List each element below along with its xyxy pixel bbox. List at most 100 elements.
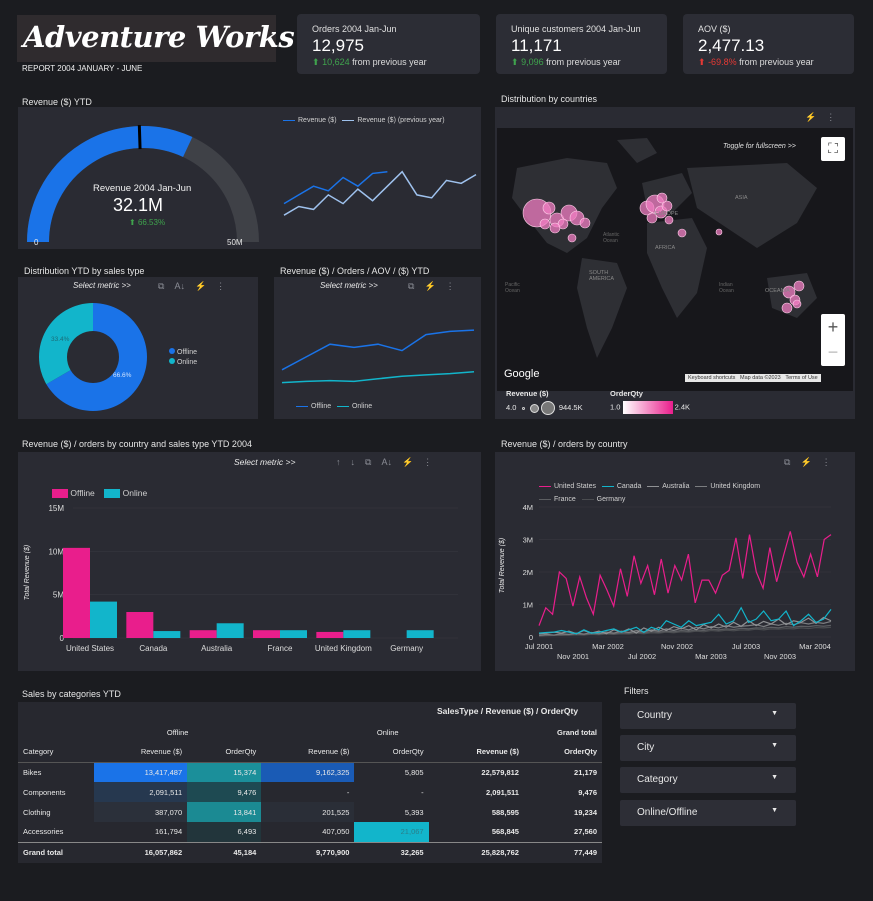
more-icon[interactable]: ⋮ [423, 457, 433, 467]
bar-online[interactable] [343, 630, 371, 638]
gauge-chart [27, 125, 259, 243]
more-icon[interactable]: ⋮ [826, 112, 836, 122]
bar-offline[interactable] [126, 612, 154, 638]
export-icon[interactable]: ⧉ [365, 457, 372, 467]
donut-slice-online[interactable] [38, 303, 93, 385]
lightning-icon[interactable]: ⚡ [194, 281, 207, 291]
sort-az-icon[interactable]: A↓ [381, 457, 392, 467]
arrow-up-icon: ⬆ [511, 57, 519, 67]
legend-label: Offline [70, 488, 95, 498]
bar-legend: Offline Online [52, 488, 147, 499]
export-icon[interactable]: ⧉ [158, 281, 165, 291]
kpi-customers: Unique customers 2004 Jan-Jun 11,171 ⬆ 9… [496, 14, 667, 74]
legend-swatch [539, 485, 551, 487]
kpi-delta-value: -69.8% [708, 57, 737, 67]
filter-country[interactable]: Country ▼ [620, 703, 796, 729]
map-bubble[interactable] [664, 215, 674, 225]
filter-online-offline[interactable]: Online/Offline ▼ [620, 800, 796, 826]
table-column-header[interactable]: OrderQty [392, 747, 424, 757]
table-total-cell: 9,770,900 [316, 847, 350, 857]
more-icon[interactable]: ⋮ [216, 281, 226, 291]
x-tick-label: France [268, 644, 293, 653]
table-column-header[interactable]: OrderQty [225, 747, 257, 757]
bar-offline[interactable] [316, 631, 344, 638]
export-icon[interactable]: ⧉ [784, 457, 791, 467]
bar-offline[interactable] [189, 630, 217, 638]
map-bubble[interactable] [782, 285, 796, 299]
y-tick-label: 0 [60, 634, 65, 643]
map-bubble[interactable] [542, 201, 556, 215]
table-cell: 9,476 [187, 782, 262, 802]
legend-swatch [539, 498, 551, 500]
keyboard-shortcuts-link[interactable]: Keyboard shortcuts [688, 375, 736, 381]
x-tick-label: Mar 2004 [799, 642, 831, 651]
table-cell: 13,417,487 [94, 762, 188, 782]
legend-swatch [169, 348, 175, 354]
map-bubble[interactable] [549, 222, 561, 234]
gauge-max: 50M [227, 238, 243, 247]
bar-online[interactable] [90, 601, 117, 638]
chevron-down-icon: ▼ [771, 807, 778, 814]
zoom-out-button[interactable]: − [827, 342, 839, 362]
country-sales-panel: Select metric >> ↑ ↓ ⧉ A↓ ⚡ ⋮ Offline Online … [18, 452, 481, 671]
x-tick-label: Australia [201, 644, 233, 653]
map-label-south-america: SOUTH AMERICA [589, 270, 615, 282]
x-tick-label: Nov 2002 [661, 642, 693, 651]
map-bubble[interactable] [567, 233, 577, 243]
map-bubble[interactable] [539, 218, 551, 230]
table-column-header[interactable]: Revenue ($) [308, 747, 350, 757]
section-title-rev-country: Revenue ($) / orders by country [501, 439, 628, 449]
table-column-header[interactable]: OrderQty [564, 747, 597, 757]
table-column-header[interactable]: Revenue ($) [476, 747, 519, 757]
table-row-label: Clothing [23, 807, 51, 817]
select-metric-link[interactable]: Select metric >> [320, 281, 378, 290]
table-column-header[interactable]: Revenue ($) [140, 747, 183, 757]
bar-online[interactable] [216, 623, 244, 638]
bar-online[interactable] [153, 631, 181, 638]
legend-swatch [52, 489, 68, 499]
bar-offline[interactable] [253, 630, 280, 638]
bar-online[interactable] [280, 630, 307, 638]
x-tick-label: Mar 2002 [592, 642, 624, 651]
more-icon[interactable]: ⋮ [445, 281, 455, 291]
map-canvas[interactable]: Toggle for fullscreen >> ⛶ ASIA EUROPE A… [497, 128, 853, 391]
table-cell: 6,493 [187, 822, 262, 842]
more-icon[interactable]: ⋮ [821, 457, 831, 467]
rev-country-panel: ⧉ ⚡ ⋮ United States Canada Australia Unite… [495, 452, 855, 671]
map-label-atlantic: Atlantic Ocean [603, 232, 620, 244]
filter-category[interactable]: Category ▼ [620, 767, 796, 793]
map-bubble[interactable] [792, 299, 802, 309]
select-metric-link[interactable]: Select metric >> [73, 281, 131, 290]
map-bubble[interactable] [646, 212, 658, 224]
table-column-header[interactable]: Category [23, 747, 54, 757]
series-line [283, 170, 388, 205]
fullscreen-button[interactable]: ⛶ [821, 137, 845, 161]
select-metric-link[interactable]: Select metric >> [234, 457, 296, 467]
zoom-in-button[interactable]: + [827, 317, 839, 337]
map-bubble[interactable] [793, 280, 805, 292]
lightning-icon[interactable]: ⚡ [424, 281, 436, 291]
map-bubble[interactable] [579, 217, 591, 229]
north-america-land [512, 158, 617, 253]
map-bubble[interactable] [656, 192, 668, 204]
bar-online[interactable] [406, 630, 434, 638]
sort-az-icon[interactable]: A↓ [174, 281, 185, 291]
lightning-off-icon[interactable]: ⚡ [805, 112, 817, 122]
series-line [538, 620, 832, 636]
lightning-off-icon[interactable]: ⚡ [800, 457, 812, 467]
export-icon[interactable]: ⧉ [408, 281, 415, 291]
map-bubble[interactable] [677, 228, 687, 238]
bar-offline[interactable] [63, 547, 90, 638]
map-bubble[interactable] [715, 228, 723, 236]
arrow-down-icon[interactable]: ↓ [350, 457, 356, 467]
series-line [538, 624, 832, 637]
map-bubble[interactable] [781, 302, 793, 314]
map-bubble[interactable] [661, 200, 673, 212]
y-tick-label: 2M [523, 568, 533, 577]
arrow-up-icon[interactable]: ↑ [336, 457, 341, 467]
table-group-online: Online [376, 727, 399, 737]
filter-city[interactable]: City ▼ [620, 735, 796, 761]
lightning-off-icon[interactable]: ⚡ [401, 457, 414, 467]
donut-slice-offline[interactable] [46, 303, 147, 411]
terms-link[interactable]: Terms of Use [785, 375, 818, 381]
